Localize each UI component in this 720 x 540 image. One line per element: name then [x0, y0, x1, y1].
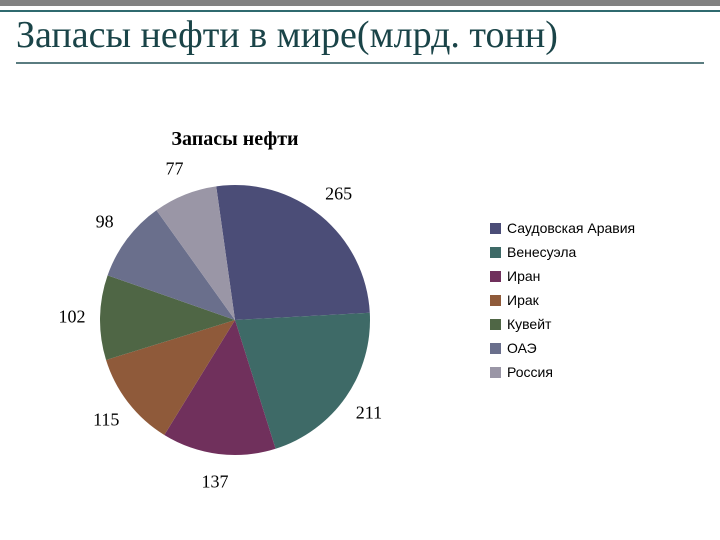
legend-swatch [490, 367, 501, 378]
pie-slice [216, 185, 370, 320]
legend-swatch [490, 247, 501, 258]
legend-label: Венесуэла [507, 244, 576, 260]
legend-label: Саудовская Аравия [507, 220, 635, 236]
pie-data-label: 137 [202, 471, 229, 492]
pie-chart: 2652111371151029877 [80, 165, 390, 475]
legend-item: Россия [490, 364, 705, 380]
pie-data-label: 115 [93, 409, 119, 430]
chart-title: Запасы нефти [0, 128, 470, 151]
legend-swatch [490, 271, 501, 282]
legend-label: Россия [507, 364, 553, 380]
legend-item: Саудовская Аравия [490, 220, 705, 236]
legend-label: Иран [507, 268, 540, 284]
legend-item: Иран [490, 268, 705, 284]
legend: Саудовская Аравия Венесуэла Иран Ирак Кувейт… [490, 220, 705, 388]
legend-swatch [490, 223, 501, 234]
legend-item: Венесуэла [490, 244, 705, 260]
pie-data-label: 77 [165, 158, 183, 179]
pie-data-label: 102 [59, 307, 86, 328]
legend-label: Ирак [507, 292, 539, 308]
legend-item: Кувейт [490, 316, 705, 332]
slide-title: Запасы нефти в мире(млрд. тонн) [16, 14, 704, 64]
top-accent-line [0, 10, 720, 12]
legend-label: Кувейт [507, 316, 551, 332]
pie-data-label: 265 [325, 184, 352, 205]
legend-swatch [490, 319, 501, 330]
pie-data-label: 211 [356, 402, 382, 423]
legend-item: ОАЭ [490, 340, 705, 356]
top-stripe [0, 0, 720, 6]
pie-data-label: 98 [96, 212, 114, 233]
legend-swatch [490, 343, 501, 354]
legend-item: Ирак [490, 292, 705, 308]
legend-label: ОАЭ [507, 340, 537, 356]
legend-swatch [490, 295, 501, 306]
